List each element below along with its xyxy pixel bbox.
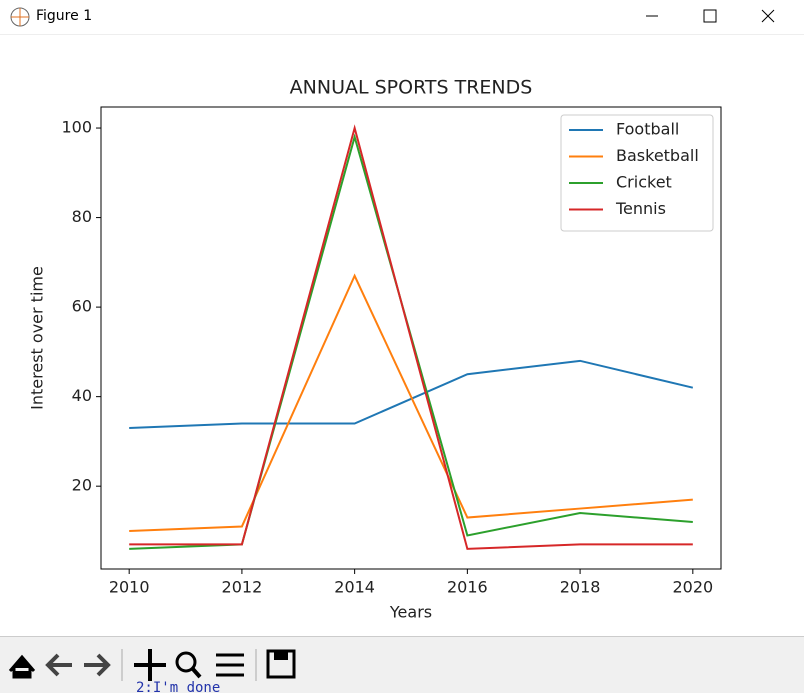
toolbar: [0, 636, 804, 693]
chart: ANNUAL SPORTS TRENDS Years Interest over…: [28, 77, 722, 622]
window-title: Figure 1: [36, 8, 93, 24]
legend-label: Tennis: [615, 199, 666, 218]
legend-label: Cricket: [616, 173, 672, 192]
toolbar-icons[interactable]: [0, 637, 310, 693]
terminal-text: 2:I'm done: [136, 680, 221, 696]
data-line: [129, 124, 693, 550]
x-tick-label: 2018: [560, 578, 601, 597]
title-bar: Figure 1: [0, 0, 804, 35]
window-controls[interactable]: [624, 0, 804, 34]
data-line: [129, 273, 693, 532]
x-tick-label: 2010: [109, 578, 150, 597]
x-tick-label: 2012: [222, 578, 263, 597]
x-tick-label: 2014: [334, 578, 375, 597]
app-icon: [10, 7, 30, 27]
legend-label: Basketball: [616, 146, 699, 165]
legend-label: Football: [616, 120, 679, 139]
y-tick-label: 40: [72, 386, 92, 405]
y-axis-label: Interest over time: [28, 266, 47, 410]
plot-frame: [100, 106, 722, 570]
x-axis-label: Years: [389, 603, 432, 622]
legend-box: [560, 114, 714, 232]
x-tick-label: 2016: [447, 578, 488, 597]
y-tick-label: 60: [72, 297, 92, 316]
y-tick-label: 100: [61, 118, 92, 137]
chart-title: ANNUAL SPORTS TRENDS: [290, 77, 533, 99]
y-tick-label: 80: [72, 207, 92, 226]
x-tick-label: 2020: [672, 578, 713, 597]
y-tick-label: 20: [72, 476, 92, 495]
